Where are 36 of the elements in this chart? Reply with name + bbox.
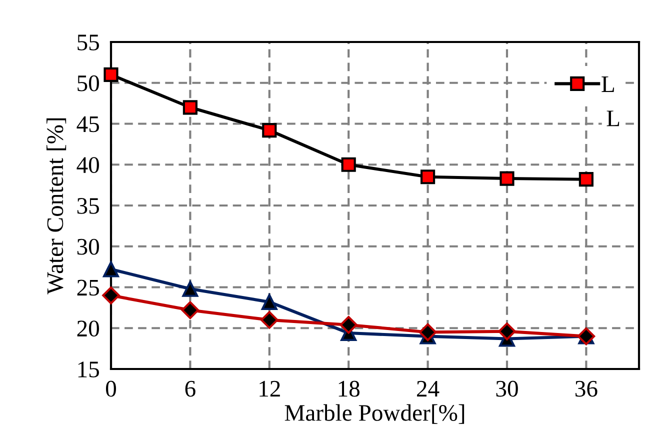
y-axis-title: Water Content [%]	[46, 118, 66, 294]
point	[102, 286, 120, 304]
x-tick-label: 36	[576, 380, 598, 397]
point	[261, 294, 278, 310]
point	[498, 322, 516, 340]
point	[182, 100, 198, 115]
y-tick-label: 15	[78, 362, 99, 378]
point	[341, 157, 356, 172]
x-tick-label: 24	[417, 380, 440, 396]
point	[260, 311, 278, 329]
x-tick-label: 12	[260, 380, 280, 396]
y-tick-label: 55	[78, 34, 99, 50]
legend-label: L	[602, 76, 614, 92]
y-tick-label: 50	[78, 75, 99, 92]
y-tick-label: 30	[77, 238, 99, 255]
x-axis-title: Marble Powder[%]	[284, 404, 464, 424]
point	[340, 316, 358, 334]
point	[420, 170, 436, 184]
point	[500, 171, 514, 186]
y-tick-label: 40	[76, 157, 99, 174]
y-tick-label: 45	[76, 116, 99, 132]
y-tick-label: 35	[77, 198, 99, 214]
point	[262, 122, 277, 138]
y-tick-label: 25	[77, 280, 99, 296]
point	[418, 323, 437, 342]
x-tick-label: 18	[338, 380, 360, 397]
point	[104, 67, 118, 82]
y-tick-label: 20	[77, 320, 99, 337]
point	[181, 301, 200, 320]
x-tick-label: 0	[106, 380, 116, 397]
x-tick-label: 6	[185, 380, 196, 397]
point	[103, 261, 119, 278]
point	[182, 280, 198, 297]
point	[578, 172, 594, 187]
x-tick-label: 30	[496, 380, 518, 397]
annotation: L	[606, 110, 620, 126]
